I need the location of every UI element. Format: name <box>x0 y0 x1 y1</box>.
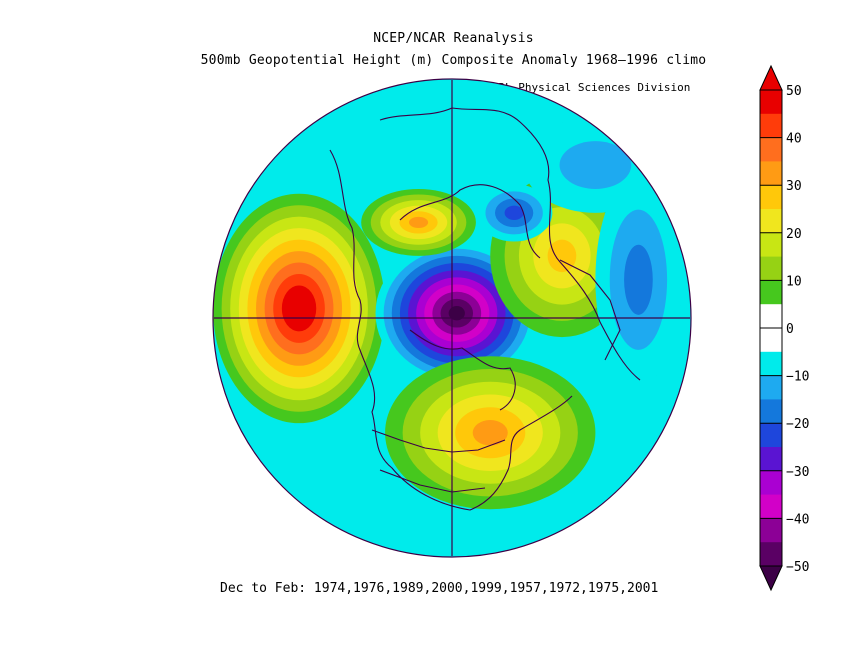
border-us-mexico <box>379 469 486 493</box>
colorbar-tick-label-9: −40 <box>786 512 809 527</box>
colorbar-segment-15 <box>760 447 782 472</box>
anomaly-siberia-high <box>361 188 476 256</box>
coastline-greenland <box>409 329 516 411</box>
chart-subtitle: 500mb Geopotential Height (m) Composite … <box>200 53 707 68</box>
colorbar-segment-16 <box>760 470 782 496</box>
colorbar-tick-label-5: 0 <box>786 322 794 337</box>
colorbar-max-arrow <box>759 64 783 91</box>
contour-eastern-us-high-5 <box>472 419 508 446</box>
colorbar-segment-18 <box>760 518 782 543</box>
coastline-arctic <box>399 184 541 259</box>
colorbar-min-arrow <box>759 565 783 592</box>
contour-north-africa-low-1 <box>559 141 632 189</box>
colorbar-segment-6 <box>760 232 782 258</box>
contour-north-pacific-high-9 <box>290 296 308 320</box>
colorbar-tick-label-8: −30 <box>786 465 809 480</box>
colorbar-segment-5 <box>760 209 782 234</box>
colorbar-segment-7 <box>760 256 782 281</box>
colorbar-segment-1 <box>760 113 782 139</box>
colorbar-segment-4 <box>760 185 782 210</box>
colorbar-segment-14 <box>760 423 782 448</box>
colorbar-segment-11 <box>760 351 782 377</box>
colorbar-segment-2 <box>760 137 782 162</box>
anomaly-polar-low <box>375 241 539 385</box>
coastline-americas <box>329 149 573 511</box>
colorbar-segment-10 <box>760 328 782 353</box>
chart-title: NCEP/NCAR Reanalysis <box>373 31 534 46</box>
colorbar-tick-label-7: −20 <box>786 417 809 432</box>
colorbar-tick-label-10: −50 <box>786 560 809 575</box>
globe-outline <box>212 78 692 558</box>
borders-europe <box>559 259 621 361</box>
contour-barents-low-3 <box>504 205 524 221</box>
colorbar-segment-9 <box>760 304 782 329</box>
anomaly-fields <box>213 117 682 510</box>
colorbar-segment-17 <box>760 494 782 519</box>
anomaly-barents-low <box>475 184 553 242</box>
anomaly-eastern-us-high <box>385 356 596 510</box>
colorbar-segment-19 <box>760 542 782 567</box>
contour-siberia-high-5 <box>408 216 429 228</box>
anomaly-north-africa-low <box>523 117 668 213</box>
colorbar-tick-label-3: 20 <box>786 227 802 242</box>
colorbar-tick-label-2: 30 <box>786 179 802 194</box>
colorbar-tick-label-0: 50 <box>786 84 802 99</box>
colorbar-segment-13 <box>760 399 782 424</box>
polar-map <box>213 79 691 557</box>
contour-west-asia-low-2 <box>624 244 653 315</box>
colorbar-segment-12 <box>760 375 782 400</box>
colorbar-tick-label-1: 40 <box>786 132 802 147</box>
colorbar: 50 40 30 20 10 0 −10 −20 −30 −40 −50 <box>759 64 809 592</box>
contour-polar-low-9 <box>448 306 465 321</box>
anomaly-north-pacific-high <box>213 193 386 424</box>
contour-europe-high-4 <box>547 239 577 273</box>
colorbar-segment-8 <box>760 280 782 305</box>
colorbar-tick-label-6: −10 <box>786 370 809 385</box>
colorbar-segment-3 <box>760 161 782 186</box>
border-us-canada <box>371 429 506 453</box>
footer-label: Dec to Feb: 1974,1976,1989,2000,1999,195… <box>220 581 659 596</box>
anomaly-west-asia-low <box>595 174 682 385</box>
colorbar-tick-label-4: 10 <box>786 274 802 289</box>
colorbar-segment-0 <box>760 90 782 115</box>
